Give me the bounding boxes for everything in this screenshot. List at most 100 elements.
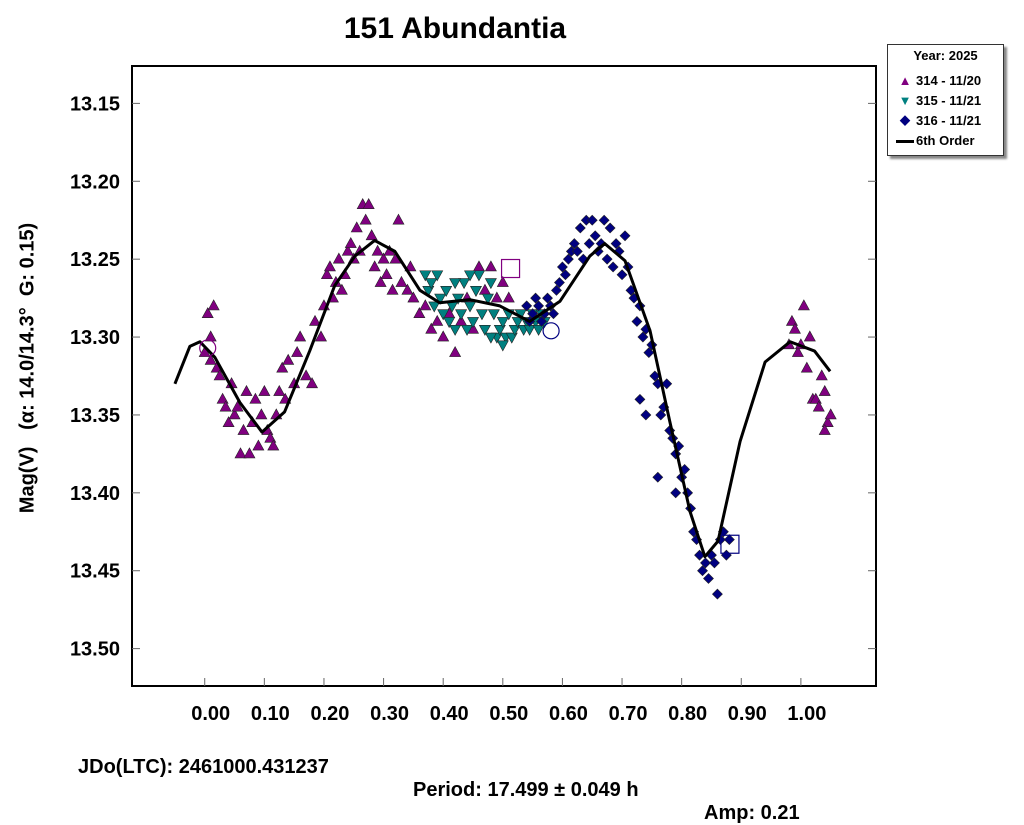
data-point-diamond	[711, 588, 723, 600]
legend-item-fit: 6th Order	[894, 131, 975, 149]
data-point-diamond	[637, 331, 649, 343]
data-point-triangle-up	[335, 283, 348, 295]
data-point-triangle-down	[437, 309, 450, 321]
y-tick-label: 13.35	[70, 405, 120, 427]
data-point-triangle-up	[341, 244, 354, 256]
data-point-triangle-up	[344, 236, 357, 248]
data-point-triangle-down	[455, 309, 468, 321]
y-tick-label: 13.30	[70, 327, 120, 349]
data-point-diamond	[607, 261, 619, 273]
data-point-diamond	[533, 300, 545, 312]
data-point-triangle-up	[371, 244, 384, 256]
x-tick-label: 0.80	[668, 703, 707, 725]
data-point-triangle-up	[252, 439, 265, 451]
data-point-triangle-up	[323, 260, 336, 272]
legend-item-315: ▼ 315 - 11/21	[894, 91, 982, 109]
data-point-triangle-up	[502, 291, 515, 303]
legend-label: 316 - 11/21	[916, 112, 982, 128]
data-point-triangle-up	[401, 283, 414, 295]
data-point-diamond	[631, 316, 643, 327]
data-point-triangle-down	[464, 270, 477, 282]
data-point-triangle-up	[490, 291, 503, 303]
data-point-diamond	[598, 214, 610, 226]
reference-square	[720, 534, 740, 554]
data-point-diamond	[562, 253, 574, 265]
x-tick-label: 0.40	[430, 703, 469, 725]
data-point-triangle-down	[532, 324, 545, 336]
data-point-diamond	[589, 230, 601, 242]
line-icon	[894, 133, 916, 148]
data-point-triangle-down	[443, 317, 456, 329]
data-point-triangle-up	[818, 384, 831, 396]
data-point-triangle-up	[291, 346, 304, 357]
data-point-triangle-up	[201, 307, 214, 318]
legend-item-314: ▲ 314 - 11/20	[894, 71, 982, 89]
fit-curve	[173, 238, 832, 559]
data-point-triangle-up	[332, 252, 345, 264]
data-point-diamond	[652, 471, 664, 483]
data-point-diamond	[634, 393, 646, 405]
data-point-triangle-up	[362, 198, 375, 209]
data-point-triangle-down	[475, 309, 488, 321]
data-point-diamond	[530, 292, 542, 304]
data-point-triangle-up	[380, 268, 393, 280]
data-point-triangle-down	[422, 286, 435, 297]
data-point-triangle-up	[812, 400, 825, 412]
diamond-icon: ◆	[900, 112, 910, 127]
y-tick-label: 13.45	[70, 561, 120, 583]
data-point-diamond	[661, 378, 673, 390]
data-point-triangle-up	[300, 369, 313, 381]
data-point-triangle-up	[496, 275, 509, 287]
data-point-triangle-down	[496, 340, 509, 352]
data-point-diamond	[723, 534, 735, 545]
data-point-triangle-up	[240, 384, 253, 396]
data-point-diamond	[655, 409, 667, 421]
data-point-triangle-up	[258, 384, 271, 396]
data-point-triangle-up	[815, 369, 828, 381]
data-point-triangle-down	[496, 317, 509, 329]
data-point-diamond	[548, 308, 559, 320]
data-point-triangle-down	[428, 301, 441, 313]
data-point-triangle-up	[309, 314, 322, 326]
data-point-triangle-up	[437, 330, 450, 342]
x-tick-label: 0.10	[251, 703, 290, 725]
data-point-diamond	[542, 292, 553, 304]
data-point-diamond	[643, 347, 655, 359]
y-tick-label: 13.40	[70, 483, 120, 505]
data-point-triangle-down	[464, 301, 477, 313]
data-point-triangle-down	[461, 324, 474, 336]
data-point-triangle-up	[419, 299, 432, 311]
data-point-triangle-up	[449, 346, 462, 357]
data-point-diamond	[616, 269, 628, 281]
data-point-triangle-down	[508, 324, 521, 336]
data-point-triangle-up	[791, 346, 804, 357]
data-point-triangle-up	[228, 408, 241, 420]
reference-circle	[199, 339, 217, 357]
data-point-triangle-up	[231, 400, 244, 412]
data-point-triangle-up	[222, 416, 235, 428]
data-point-triangle-up	[204, 353, 217, 365]
data-point-triangle-up	[359, 213, 372, 225]
x-tick-label: 0.60	[549, 703, 588, 725]
data-point-triangle-up	[365, 229, 378, 241]
x-tick-label: 0.90	[728, 703, 767, 725]
data-point-triangle-up	[264, 431, 277, 443]
data-point-triangle-up	[800, 361, 813, 373]
data-point-triangle-up	[249, 392, 262, 404]
data-point-triangle-down	[487, 309, 500, 321]
y-tick-label: 13.25	[70, 249, 120, 271]
x-tick-label: 0.70	[609, 703, 648, 725]
plot-area: 0.00 0.10 0.20 0.30 0.40 0.50 0.60 0.70 0.80 0.90…	[70, 65, 877, 725]
data-point-diamond	[521, 300, 533, 312]
data-point-triangle-up	[282, 353, 295, 365]
data-point-triangle-down	[449, 324, 462, 336]
data-point-triangle-up	[306, 377, 319, 389]
data-point-triangle-down	[478, 324, 491, 336]
data-point-triangle-up	[797, 299, 810, 311]
x-tick-label: 0.20	[310, 703, 349, 725]
data-point-triangle-up	[368, 260, 381, 272]
data-point-triangle-down	[493, 324, 506, 336]
x-tick-label: 0.50	[489, 703, 528, 725]
legend-item-316: ◆ 316 - 11/21	[894, 111, 981, 129]
data-point-diamond	[670, 487, 682, 499]
